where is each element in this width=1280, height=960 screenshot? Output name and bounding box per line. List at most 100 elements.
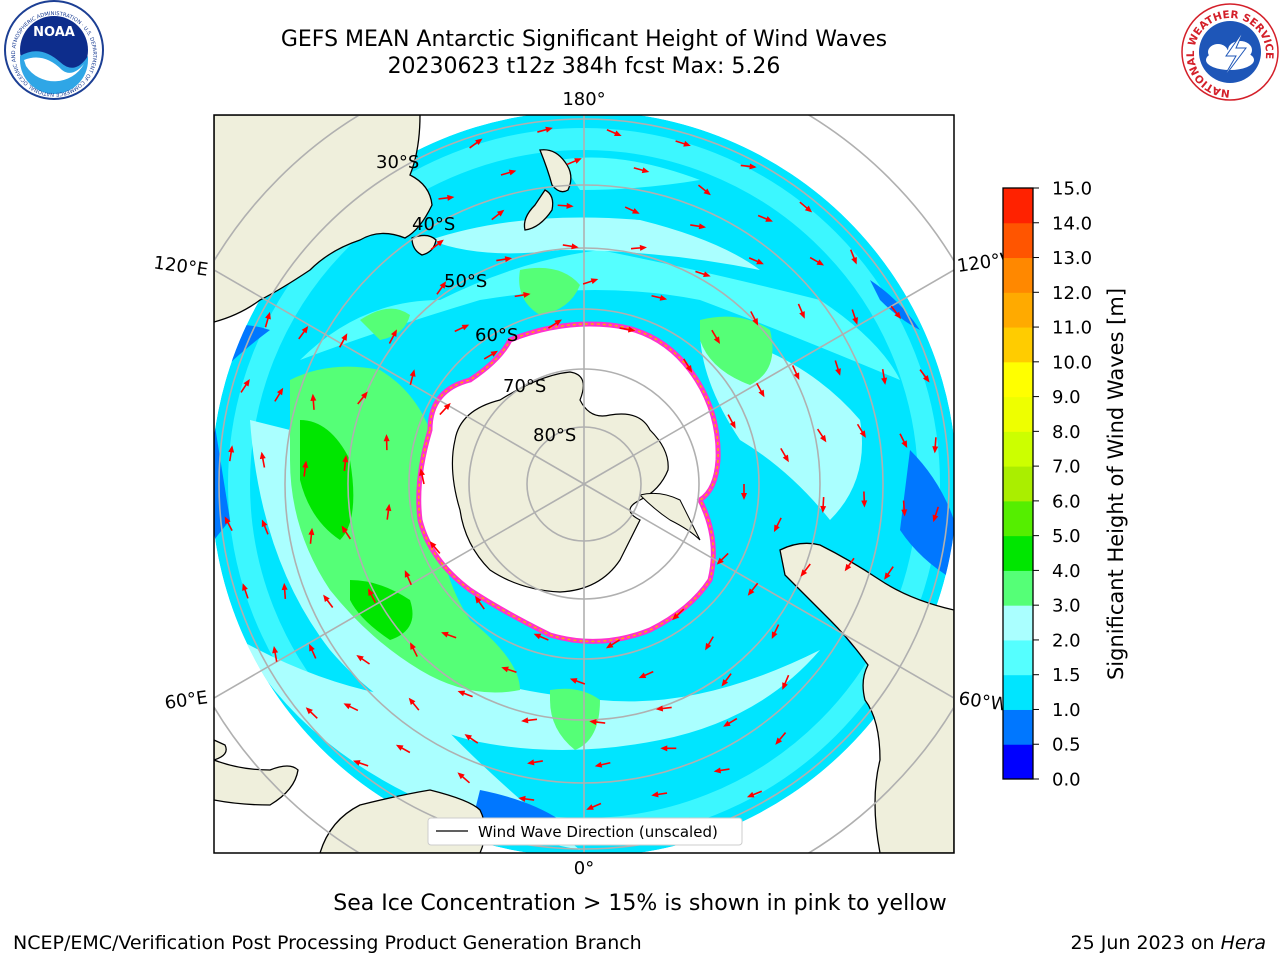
wind-arrow bbox=[723, 717, 738, 727]
colorbar-tick-label: 8.0 bbox=[1052, 422, 1081, 443]
wind-arrow bbox=[820, 497, 827, 514]
colorbar-swatch bbox=[1003, 188, 1033, 224]
wind-arrow bbox=[638, 670, 654, 679]
wind-arrow bbox=[356, 654, 370, 665]
lat-label: 30°S bbox=[376, 152, 419, 173]
wind-arrow bbox=[884, 566, 894, 580]
wind-arrow bbox=[439, 402, 451, 416]
wind-arrow bbox=[521, 717, 538, 724]
wind-arrow bbox=[747, 582, 759, 596]
wind-arrow bbox=[557, 202, 574, 209]
wind-arrow bbox=[782, 674, 790, 690]
wind-arrow bbox=[566, 158, 582, 166]
latitude-labels: 30°S 40°S 50°S 60°S 70°S 80°S bbox=[376, 152, 576, 446]
wind-arrow bbox=[721, 673, 732, 687]
colorbar-swatch bbox=[1003, 744, 1033, 780]
colorbar-swatch bbox=[1003, 222, 1033, 259]
wind-arrow bbox=[630, 244, 647, 251]
wind-arrow bbox=[242, 583, 249, 599]
wind-arrow bbox=[308, 527, 315, 544]
colorbar-tick-label: 13.0 bbox=[1052, 248, 1092, 269]
wind-arrow bbox=[690, 223, 707, 230]
wind-arrow bbox=[430, 239, 444, 251]
wind-arrow bbox=[352, 760, 369, 767]
wind-arrow bbox=[606, 129, 622, 137]
wind-arrow bbox=[775, 732, 787, 745]
wind-arrow bbox=[341, 525, 352, 540]
wind-arrow bbox=[741, 484, 747, 500]
colorbar-tick-label: 5.0 bbox=[1052, 526, 1081, 547]
wind-arrow bbox=[537, 126, 553, 133]
wind-arrow bbox=[586, 802, 602, 810]
wind-arrow bbox=[651, 294, 668, 301]
colorbar-tick-label: 1.0 bbox=[1052, 700, 1081, 721]
wind-arrow bbox=[474, 596, 485, 610]
lon-label: 120°E bbox=[152, 252, 209, 280]
wind-arrow bbox=[259, 451, 266, 468]
wind-arrow bbox=[357, 391, 368, 405]
colorbar-swatch bbox=[1003, 396, 1033, 432]
wind-arrow bbox=[228, 445, 235, 462]
wind-arrow bbox=[383, 434, 390, 451]
colorbar-tick-label: 3.0 bbox=[1052, 596, 1081, 617]
colorbar-swatch bbox=[1003, 466, 1033, 502]
lon-label: 60°W bbox=[957, 688, 1009, 716]
wind-arrow bbox=[436, 281, 447, 295]
colorbar-tick-label: 0.0 bbox=[1052, 770, 1081, 791]
colorbar-tick-label: 2.0 bbox=[1052, 630, 1081, 651]
wind-arrow bbox=[457, 772, 471, 784]
wind-arrow bbox=[750, 311, 759, 326]
colorbar-frame bbox=[1002, 187, 1034, 780]
colorbar-tick-label: 10.0 bbox=[1052, 352, 1092, 373]
colorbar-swatches bbox=[1003, 188, 1033, 780]
wind-arrow bbox=[404, 570, 412, 586]
colorbar-tick-label: 11.0 bbox=[1052, 318, 1092, 339]
wind-arrow bbox=[899, 433, 908, 449]
wind-arrow bbox=[771, 624, 780, 640]
legend-label: Wind Wave Direction (unscaled) bbox=[478, 823, 718, 841]
landmasses bbox=[214, 115, 954, 853]
wind-arrow bbox=[272, 646, 279, 662]
wind-arrow bbox=[881, 368, 888, 385]
colorbar-tick-label: 1.5 bbox=[1052, 665, 1081, 686]
colorbar-swatch bbox=[1003, 535, 1033, 571]
wind-arrow bbox=[298, 325, 309, 340]
wind-arrow bbox=[890, 305, 902, 319]
wind-arrow bbox=[454, 324, 470, 333]
wind-arrow bbox=[697, 184, 711, 196]
wind-arrow bbox=[419, 468, 425, 485]
wind-arrow bbox=[756, 382, 765, 398]
wind-arrow bbox=[834, 360, 841, 376]
wind-arrow bbox=[438, 194, 455, 201]
lon-label: 0° bbox=[574, 858, 594, 879]
wind-arrow bbox=[281, 582, 288, 599]
wind-arrow bbox=[264, 311, 271, 328]
wind-arrow bbox=[672, 608, 685, 621]
footer-date-text: 25 Jun 2023 on bbox=[1070, 932, 1221, 954]
colorbar-tick-label: 4.0 bbox=[1052, 561, 1081, 582]
colorbar-tick-label: 0.5 bbox=[1052, 735, 1081, 756]
wind-arrow bbox=[395, 744, 411, 754]
wind-arrow bbox=[932, 437, 939, 454]
wind-arrow bbox=[582, 278, 599, 285]
nws-logo-icon: NATIONAL WEATHER SERVICE bbox=[1181, 3, 1279, 101]
colorbar-swatch bbox=[1003, 709, 1033, 745]
wind-arrow bbox=[633, 167, 650, 174]
colorbar-tick-label: 12.0 bbox=[1052, 283, 1092, 304]
wind-arrow bbox=[919, 369, 930, 383]
map-legend: Wind Wave Direction (unscaled) bbox=[427, 817, 743, 846]
wind-arrow bbox=[748, 257, 764, 265]
wind-arrow bbox=[483, 350, 499, 360]
wind-arrow bbox=[849, 249, 857, 265]
wind-arrow bbox=[562, 243, 579, 250]
wind-arrow bbox=[675, 140, 691, 147]
colorbar-tick-label: 6.0 bbox=[1052, 491, 1081, 512]
footer-branch: NCEP/EMC/Verification Post Processing Pr… bbox=[13, 932, 642, 954]
antarctica bbox=[416, 321, 721, 644]
wind-arrow bbox=[683, 358, 693, 373]
wind-arrow bbox=[309, 643, 317, 659]
map-subtitle: 20230623 t12z 384h fcst Max: 5.26 bbox=[387, 54, 781, 79]
wind-arrow bbox=[501, 666, 517, 674]
wind-arrow bbox=[518, 795, 535, 802]
